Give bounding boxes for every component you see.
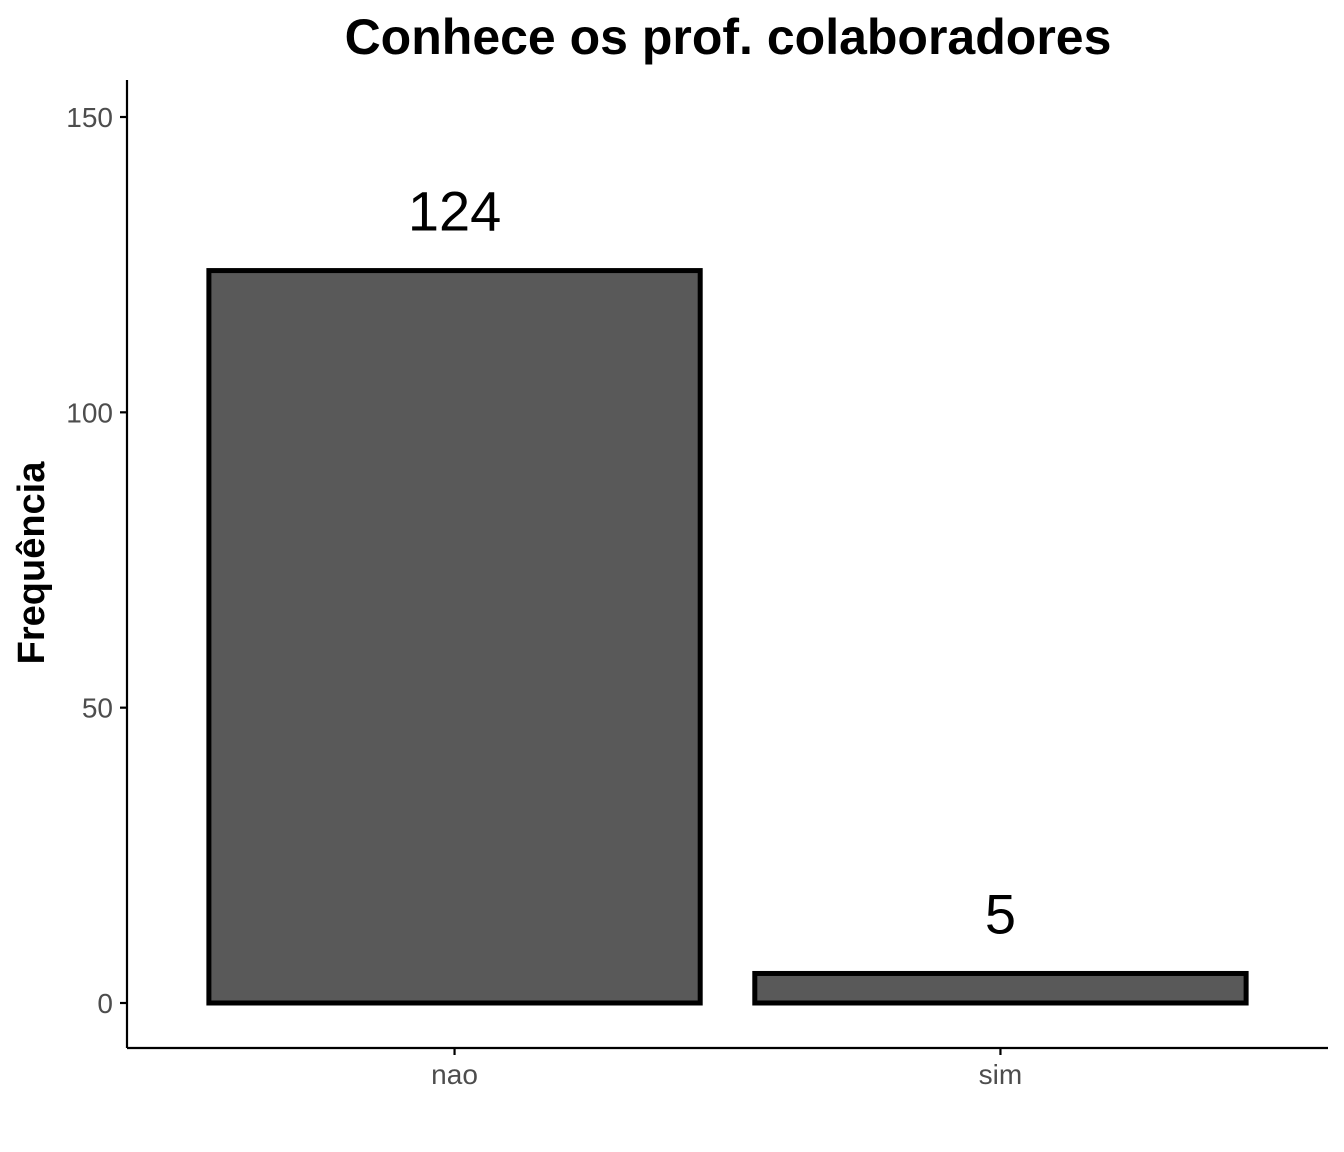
y-tick-label-100: 100 [66, 397, 113, 428]
chart-title: Conhece os prof. colaboradores [345, 9, 1112, 65]
y-tick-label-0: 0 [97, 988, 113, 1019]
bar-sim [752, 970, 1249, 1006]
y-tick-label-50: 50 [82, 693, 113, 724]
x-tick-label-nao: nao [431, 1059, 478, 1090]
y-tick-label-150: 150 [66, 102, 113, 133]
bar-nao [206, 268, 703, 1006]
x-tick-label-sim: sim [979, 1059, 1023, 1090]
data-label-sim: 5 [985, 882, 1016, 945]
data-label-nao: 124 [408, 180, 501, 243]
y-axis-title: Frequência [11, 461, 53, 665]
